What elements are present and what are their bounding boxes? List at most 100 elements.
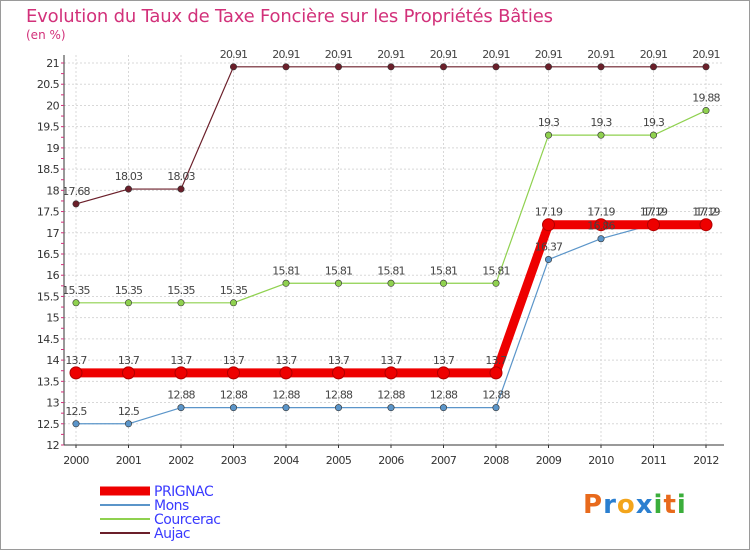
data-label: 12.5 xyxy=(118,405,140,418)
data-point xyxy=(227,366,240,380)
y-tick-label: 15.5 xyxy=(37,290,60,303)
x-tick-label: 2003 xyxy=(221,454,247,467)
data-label: 12.88 xyxy=(377,389,405,402)
data-point xyxy=(122,366,135,380)
y-tick-label: 18 xyxy=(46,184,59,197)
y-tick-label: 14.5 xyxy=(37,333,60,346)
data-point xyxy=(649,131,657,139)
data-point xyxy=(125,420,133,428)
data-point xyxy=(439,279,447,287)
x-tick-label: 2000 xyxy=(63,454,89,467)
data-label: 19.88 xyxy=(692,92,720,105)
data-point xyxy=(334,63,342,71)
y-tick-label: 12 xyxy=(46,439,59,452)
data-label: 20.91 xyxy=(482,48,510,61)
data-label: 13.7 xyxy=(170,354,192,367)
logo-letter: x xyxy=(635,490,654,520)
legend-label-courcerac: Courcerac xyxy=(154,512,221,528)
x-tick-label: 2002 xyxy=(168,454,194,467)
data-point xyxy=(387,404,395,412)
logo-letter: i xyxy=(676,490,687,520)
data-point xyxy=(702,63,710,71)
data-point xyxy=(279,366,293,380)
logo-letter: o xyxy=(616,490,636,520)
data-label: 16.37 xyxy=(535,241,563,254)
data-label: 20.91 xyxy=(377,48,405,61)
x-tick-label: 2007 xyxy=(431,454,457,467)
data-label: 15.35 xyxy=(220,284,248,297)
data-label: 13.7 xyxy=(328,354,350,367)
data-point xyxy=(597,131,605,139)
data-label: 19.3 xyxy=(590,116,612,129)
data-point xyxy=(334,404,342,412)
y-tick-label: 21 xyxy=(46,57,59,70)
data-label: 13.7 xyxy=(433,354,455,367)
chart-subtitle: (en %) xyxy=(26,28,66,42)
logo-letter: t xyxy=(663,490,677,520)
data-point xyxy=(544,63,552,71)
data-point xyxy=(492,404,500,412)
data-point xyxy=(384,366,398,380)
x-tick-label: 2006 xyxy=(378,454,404,467)
x-tick-label: 2012 xyxy=(693,454,719,467)
data-label: 17.19 xyxy=(640,206,668,219)
data-point xyxy=(439,63,447,71)
plot-area xyxy=(64,55,724,445)
y-tick-label: 15 xyxy=(46,312,59,325)
data-label: 20.91 xyxy=(325,48,353,61)
data-point xyxy=(72,200,80,208)
data-label: 12.88 xyxy=(430,389,458,402)
data-point xyxy=(72,420,80,428)
data-label: 19.3 xyxy=(643,116,665,129)
data-point xyxy=(177,185,185,193)
data-label: 15.81 xyxy=(377,264,405,277)
data-point xyxy=(492,63,500,71)
y-tick-label: 13.5 xyxy=(37,375,60,388)
x-tick-label: 2009 xyxy=(536,454,562,467)
data-label: 13.7 xyxy=(65,354,87,367)
proxiti-logo: Proxiti xyxy=(583,490,687,520)
data-point xyxy=(334,279,342,287)
data-label: 17.19 xyxy=(587,206,615,219)
data-point xyxy=(332,366,345,380)
data-label: 18.03 xyxy=(115,170,143,183)
y-tick-label: 19.5 xyxy=(37,121,60,134)
data-point xyxy=(597,63,605,71)
data-point xyxy=(597,235,605,243)
data-label: 18.03 xyxy=(167,170,195,183)
data-point xyxy=(125,185,133,193)
data-label: 15.35 xyxy=(62,284,90,297)
y-tick-label: 14 xyxy=(46,354,59,367)
data-point xyxy=(282,279,290,287)
data-label: 20.91 xyxy=(430,48,458,61)
data-label: 13.7 xyxy=(118,354,140,367)
data-point xyxy=(489,366,503,380)
data-point xyxy=(177,404,185,412)
data-point xyxy=(125,299,133,307)
data-label: 15.81 xyxy=(482,264,510,277)
data-point xyxy=(282,63,290,71)
y-tick-label: 17.5 xyxy=(37,206,60,219)
data-label: 15.81 xyxy=(325,264,353,277)
data-label: 17.19 xyxy=(692,206,720,219)
data-point xyxy=(387,63,395,71)
y-tick-label: 12.5 xyxy=(37,418,60,431)
data-label: 20.91 xyxy=(587,48,615,61)
data-point xyxy=(439,404,447,412)
y-tick-label: 20 xyxy=(46,99,59,112)
data-label: 15.35 xyxy=(115,284,143,297)
data-point xyxy=(702,107,710,115)
y-tick-label: 20.5 xyxy=(37,78,60,91)
y-tick-label: 19 xyxy=(46,142,59,155)
data-label: 20.91 xyxy=(535,48,563,61)
logo-letter: P xyxy=(583,490,604,520)
logo-letter: i xyxy=(653,490,664,520)
data-label: 17.2 xyxy=(695,205,716,218)
data-point xyxy=(282,404,290,412)
chart-title: Evolution du Taux de Taxe Foncière sur l… xyxy=(26,6,553,27)
data-label: 12.88 xyxy=(272,389,300,402)
data-label: 13.7 xyxy=(380,354,402,367)
data-point xyxy=(387,279,395,287)
logo-letter: r xyxy=(603,490,617,520)
